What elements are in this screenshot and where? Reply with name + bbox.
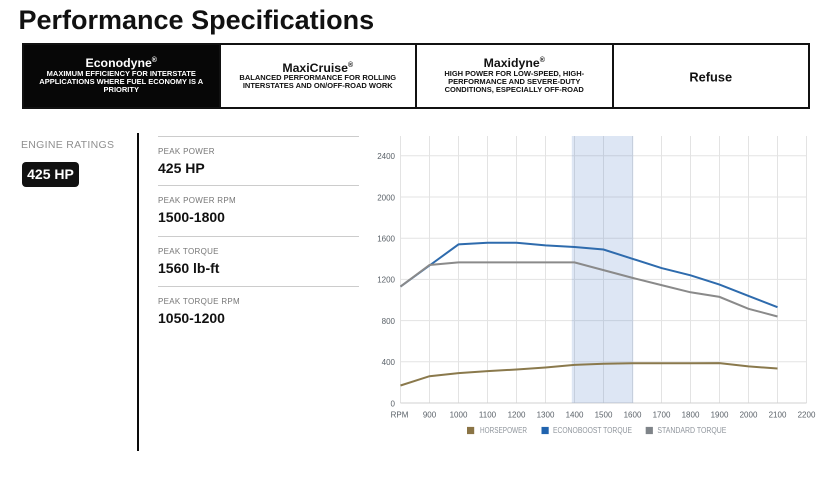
svg-text:1200: 1200: [508, 410, 526, 419]
svg-text:RPM: RPM: [391, 410, 409, 419]
svg-text:1700: 1700: [653, 410, 671, 419]
svg-text:0: 0: [391, 399, 396, 408]
svg-text:900: 900: [423, 410, 437, 419]
svg-text:STANDARD TORQUE: STANDARD TORQUE: [657, 426, 726, 435]
svg-text:1600: 1600: [377, 235, 395, 244]
svg-text:1500: 1500: [595, 410, 613, 419]
svg-text:HORSEPOWER: HORSEPOWER: [480, 426, 527, 435]
svg-text:2400: 2400: [377, 152, 395, 161]
svg-text:ECONOBOOST TORQUE: ECONOBOOST TORQUE: [553, 426, 632, 435]
svg-text:1900: 1900: [711, 410, 729, 419]
svg-text:1800: 1800: [682, 410, 700, 419]
svg-text:1300: 1300: [537, 410, 555, 419]
svg-text:400: 400: [382, 358, 396, 367]
svg-text:1600: 1600: [624, 410, 642, 419]
svg-text:1200: 1200: [377, 276, 395, 285]
svg-text:2200: 2200: [798, 410, 816, 419]
svg-text:1000: 1000: [450, 410, 468, 419]
svg-text:2100: 2100: [769, 410, 787, 419]
svg-text:1100: 1100: [479, 410, 497, 419]
svg-text:2000: 2000: [740, 410, 758, 419]
svg-text:1400: 1400: [566, 410, 584, 419]
svg-text:800: 800: [382, 317, 396, 326]
svg-text:2000: 2000: [377, 193, 395, 202]
